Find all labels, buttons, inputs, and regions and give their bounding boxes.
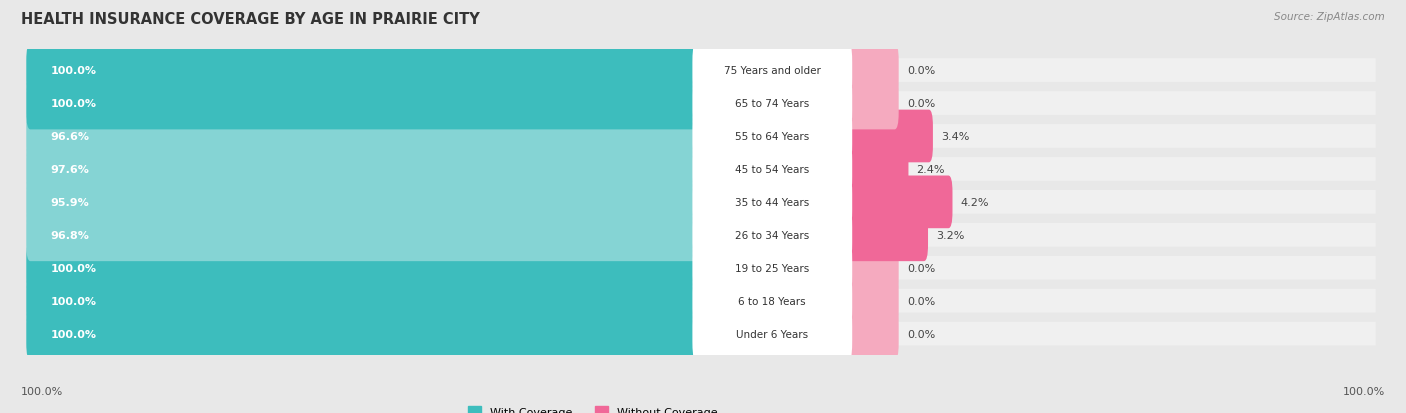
Text: 100.0%: 100.0% — [51, 263, 97, 273]
Text: 35 to 44 Years: 35 to 44 Years — [735, 197, 810, 207]
FancyBboxPatch shape — [692, 168, 852, 237]
FancyBboxPatch shape — [842, 143, 908, 196]
Text: 100.0%: 100.0% — [51, 99, 97, 109]
FancyBboxPatch shape — [842, 308, 898, 360]
Legend: With Coverage, Without Coverage: With Coverage, Without Coverage — [468, 406, 717, 413]
FancyBboxPatch shape — [692, 201, 852, 270]
FancyBboxPatch shape — [842, 176, 952, 229]
FancyBboxPatch shape — [842, 78, 898, 130]
FancyBboxPatch shape — [842, 242, 898, 294]
Text: Under 6 Years: Under 6 Years — [737, 329, 808, 339]
FancyBboxPatch shape — [692, 266, 852, 335]
Text: 100.0%: 100.0% — [1343, 387, 1385, 396]
FancyBboxPatch shape — [31, 256, 1375, 280]
FancyBboxPatch shape — [27, 176, 817, 229]
FancyBboxPatch shape — [692, 36, 852, 105]
FancyBboxPatch shape — [31, 322, 1375, 346]
FancyBboxPatch shape — [27, 275, 849, 327]
FancyBboxPatch shape — [27, 110, 823, 163]
Text: 100.0%: 100.0% — [51, 66, 97, 76]
Text: 6 to 18 Years: 6 to 18 Years — [738, 296, 806, 306]
FancyBboxPatch shape — [31, 92, 1375, 116]
Text: 0.0%: 0.0% — [907, 296, 935, 306]
Text: 75 Years and older: 75 Years and older — [724, 66, 821, 76]
FancyBboxPatch shape — [842, 110, 934, 163]
FancyBboxPatch shape — [692, 102, 852, 171]
FancyBboxPatch shape — [27, 78, 849, 130]
Text: 55 to 64 Years: 55 to 64 Years — [735, 132, 810, 142]
FancyBboxPatch shape — [842, 45, 898, 97]
Text: HEALTH INSURANCE COVERAGE BY AGE IN PRAIRIE CITY: HEALTH INSURANCE COVERAGE BY AGE IN PRAI… — [21, 12, 479, 27]
Text: 96.8%: 96.8% — [51, 230, 90, 240]
Text: 100.0%: 100.0% — [51, 329, 97, 339]
Text: 3.4%: 3.4% — [941, 132, 970, 142]
FancyBboxPatch shape — [31, 59, 1375, 83]
Text: 45 to 54 Years: 45 to 54 Years — [735, 164, 810, 175]
FancyBboxPatch shape — [27, 143, 830, 196]
FancyBboxPatch shape — [31, 158, 1375, 181]
Text: 2.4%: 2.4% — [917, 164, 945, 175]
Text: 95.9%: 95.9% — [51, 197, 90, 207]
Text: 0.0%: 0.0% — [907, 263, 935, 273]
Text: 0.0%: 0.0% — [907, 99, 935, 109]
FancyBboxPatch shape — [692, 234, 852, 302]
Text: 0.0%: 0.0% — [907, 66, 935, 76]
FancyBboxPatch shape — [692, 135, 852, 204]
FancyBboxPatch shape — [842, 209, 928, 261]
FancyBboxPatch shape — [31, 289, 1375, 313]
Text: 100.0%: 100.0% — [51, 296, 97, 306]
Text: 65 to 74 Years: 65 to 74 Years — [735, 99, 810, 109]
Text: 3.2%: 3.2% — [936, 230, 965, 240]
Text: 0.0%: 0.0% — [907, 329, 935, 339]
FancyBboxPatch shape — [27, 45, 849, 97]
FancyBboxPatch shape — [27, 242, 849, 294]
Text: 97.6%: 97.6% — [51, 164, 90, 175]
FancyBboxPatch shape — [27, 308, 849, 360]
FancyBboxPatch shape — [31, 190, 1375, 214]
FancyBboxPatch shape — [31, 223, 1375, 247]
FancyBboxPatch shape — [692, 69, 852, 138]
FancyBboxPatch shape — [27, 209, 824, 261]
Text: 96.6%: 96.6% — [51, 132, 90, 142]
Text: Source: ZipAtlas.com: Source: ZipAtlas.com — [1274, 12, 1385, 22]
Text: 26 to 34 Years: 26 to 34 Years — [735, 230, 810, 240]
Text: 100.0%: 100.0% — [21, 387, 63, 396]
FancyBboxPatch shape — [31, 125, 1375, 149]
Text: 19 to 25 Years: 19 to 25 Years — [735, 263, 810, 273]
FancyBboxPatch shape — [692, 299, 852, 368]
Text: 4.2%: 4.2% — [960, 197, 990, 207]
FancyBboxPatch shape — [842, 275, 898, 327]
